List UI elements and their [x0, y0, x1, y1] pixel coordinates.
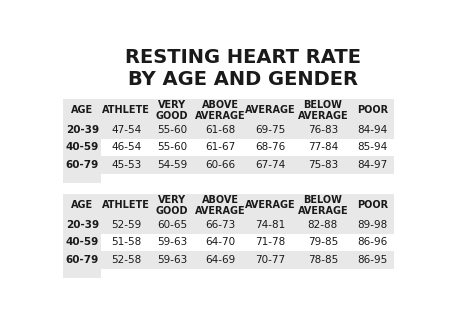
Text: 45-53: 45-53: [111, 160, 141, 170]
Text: 77-84: 77-84: [308, 142, 338, 152]
Text: VERY
GOOD: VERY GOOD: [156, 100, 189, 121]
Text: 89-98: 89-98: [357, 220, 388, 230]
Bar: [101, 234, 393, 251]
Text: AVERAGE: AVERAGE: [245, 200, 296, 210]
Text: 61-67: 61-67: [205, 142, 235, 152]
Text: 52-58: 52-58: [111, 255, 141, 265]
Text: 40-59: 40-59: [65, 142, 99, 152]
Text: ABOVE
AVERAGE: ABOVE AVERAGE: [195, 195, 245, 216]
Text: BELOW
AVERAGE: BELOW AVERAGE: [298, 100, 348, 121]
Bar: [101, 99, 393, 121]
Text: 55-60: 55-60: [157, 125, 187, 135]
Text: BELOW
AVERAGE: BELOW AVERAGE: [298, 195, 348, 216]
Text: 84-94: 84-94: [357, 125, 388, 135]
Bar: [101, 216, 393, 234]
Text: 64-70: 64-70: [205, 237, 235, 247]
Text: 75-83: 75-83: [308, 160, 338, 170]
Text: VERY
GOOD: VERY GOOD: [156, 195, 189, 216]
Text: 60-66: 60-66: [205, 160, 235, 170]
Bar: [101, 251, 393, 269]
Text: ATHLETE: ATHLETE: [102, 105, 150, 115]
Bar: [101, 121, 393, 139]
Text: 66-73: 66-73: [205, 220, 235, 230]
Text: BY AGE AND GENDER: BY AGE AND GENDER: [128, 70, 358, 89]
Text: AVERAGE: AVERAGE: [245, 105, 296, 115]
Bar: [63, 99, 101, 183]
Text: 67-74: 67-74: [255, 160, 286, 170]
Text: 85-94: 85-94: [357, 142, 388, 152]
Text: RESTING HEART RATE: RESTING HEART RATE: [125, 48, 361, 67]
Text: 84-97: 84-97: [357, 160, 388, 170]
Bar: [101, 139, 393, 156]
Text: 61-68: 61-68: [205, 125, 235, 135]
Text: 59-63: 59-63: [157, 237, 187, 247]
Text: 46-54: 46-54: [111, 142, 141, 152]
Bar: [101, 156, 393, 174]
Text: 82-88: 82-88: [308, 220, 338, 230]
Text: 60-65: 60-65: [157, 220, 187, 230]
Text: 52-59: 52-59: [111, 220, 141, 230]
Text: 79-85: 79-85: [308, 237, 338, 247]
Text: 40-59: 40-59: [65, 237, 99, 247]
Bar: [63, 194, 101, 278]
Text: 60-79: 60-79: [65, 255, 99, 265]
Text: 86-96: 86-96: [357, 237, 388, 247]
Text: 64-69: 64-69: [205, 255, 235, 265]
Text: 74-81: 74-81: [255, 220, 286, 230]
Text: 70-77: 70-77: [255, 255, 285, 265]
Text: 20-39: 20-39: [65, 125, 99, 135]
Text: 59-63: 59-63: [157, 255, 187, 265]
Text: 86-95: 86-95: [357, 255, 388, 265]
Text: AGE: AGE: [71, 200, 93, 210]
Text: 78-85: 78-85: [308, 255, 338, 265]
Text: 55-60: 55-60: [157, 142, 187, 152]
Text: 54-59: 54-59: [157, 160, 187, 170]
Text: 71-78: 71-78: [255, 237, 286, 247]
Text: POOR: POOR: [357, 200, 388, 210]
Text: AGE: AGE: [71, 105, 93, 115]
Text: 47-54: 47-54: [111, 125, 141, 135]
Text: 20-39: 20-39: [65, 220, 99, 230]
Text: 69-75: 69-75: [255, 125, 286, 135]
Text: 60-79: 60-79: [65, 160, 99, 170]
Text: 51-58: 51-58: [111, 237, 141, 247]
Text: 68-76: 68-76: [255, 142, 286, 152]
Text: ATHLETE: ATHLETE: [102, 200, 150, 210]
Text: ABOVE
AVERAGE: ABOVE AVERAGE: [195, 100, 245, 121]
Bar: [101, 194, 393, 216]
Text: POOR: POOR: [357, 105, 388, 115]
Text: 76-83: 76-83: [308, 125, 338, 135]
